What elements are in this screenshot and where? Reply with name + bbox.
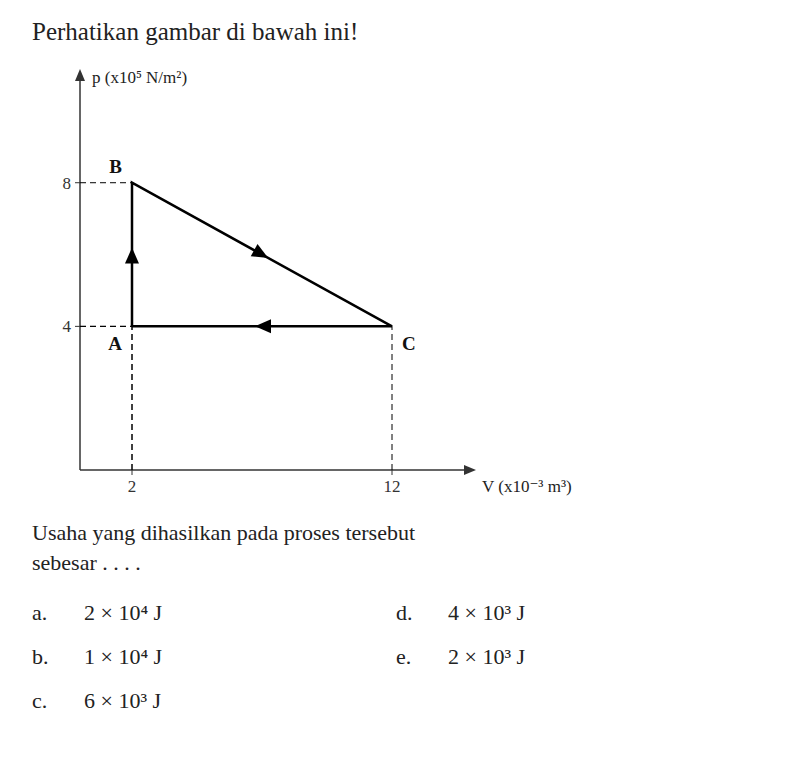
direction-arrow: [125, 248, 139, 264]
option-letter: e.: [396, 644, 411, 669]
option-text: 2 × 10⁴ J: [84, 600, 163, 625]
option-letter: b.: [32, 644, 49, 669]
y-tick-label: 8: [63, 174, 72, 193]
reference-line-vertical: [392, 326, 393, 470]
y-tick: [75, 182, 80, 183]
reference-line-horizontal: [80, 182, 132, 183]
x-tick: [392, 470, 393, 475]
option-text: 6 × 10³ J: [84, 688, 162, 713]
point-label: A: [108, 333, 122, 354]
y-axis-label: p (x10⁵ N/m²): [92, 68, 187, 87]
direction-arrow: [251, 244, 268, 258]
option-letter: d.: [396, 600, 413, 625]
x-axis-line: [80, 469, 470, 471]
y-tick-label: 4: [63, 317, 72, 336]
option-text: 1 × 10⁴ J: [84, 644, 163, 669]
point-label: C: [402, 333, 416, 354]
axes: 2 12 4 8: [63, 69, 477, 496]
question-text: sebesar . . . .: [32, 550, 141, 575]
point-label: B: [109, 156, 122, 177]
cycle-path: [132, 183, 392, 327]
y-axis-line: [79, 75, 81, 470]
x-tick-label: 2: [128, 477, 137, 496]
option-letter: c.: [32, 688, 47, 713]
title: Perhatikan gambar di bawah ini!: [32, 18, 358, 45]
x-axis-arrow: [464, 465, 476, 475]
x-tick: [132, 470, 133, 475]
question-text: Usaha yang dihasilkan pada proses terseb…: [32, 520, 415, 545]
option-letter: a.: [32, 600, 47, 625]
direction-arrow: [255, 319, 271, 333]
option-text: 2 × 10³ J: [448, 644, 526, 669]
y-tick: [75, 326, 80, 327]
option-text: 4 × 10³ J: [448, 600, 526, 625]
x-tick-label: 12: [384, 477, 401, 496]
y-axis-arrow: [75, 69, 85, 81]
x-axis-label: V (x10⁻³ m³): [482, 477, 572, 496]
plot-data: [80, 183, 392, 470]
chart: Perhatikan gambar di bawah ini! 2 12 4 8 p (x…: [0, 0, 792, 772]
